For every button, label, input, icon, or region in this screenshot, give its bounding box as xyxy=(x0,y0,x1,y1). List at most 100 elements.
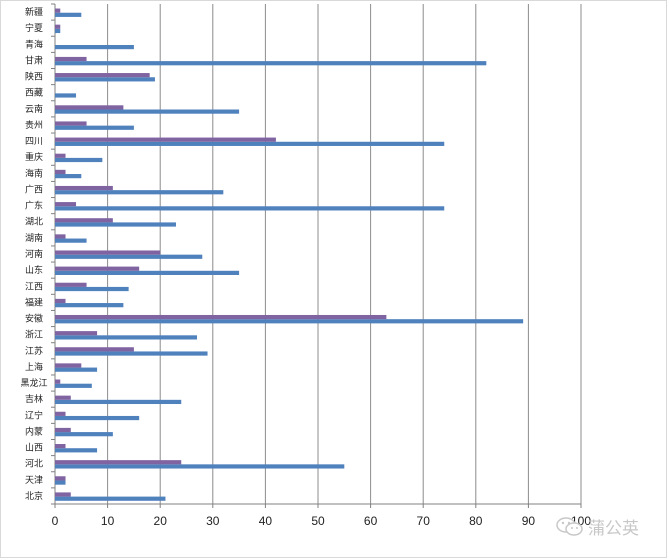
bar-series-purple xyxy=(55,137,276,142)
bar-series-purple xyxy=(55,314,387,320)
category-label: 重庆 xyxy=(25,151,43,163)
bar-series-purple xyxy=(55,121,87,126)
x-tick-label: 80 xyxy=(469,514,483,528)
bar-series-blue xyxy=(55,77,155,82)
bar-series-blue xyxy=(55,174,82,179)
category-label: 甘肃 xyxy=(25,54,43,66)
x-axis-ticks: 0 10 20 30 40 50 60 70 80 90 100 xyxy=(52,504,591,528)
category-label: 广西 xyxy=(25,183,43,195)
bar-series-blue xyxy=(55,125,134,130)
bar-series-blue xyxy=(55,109,240,114)
bar-series-purple xyxy=(55,476,66,481)
bar-series-blue xyxy=(55,93,77,98)
bar-series-purple xyxy=(55,202,77,207)
bar-series-purple xyxy=(55,427,71,433)
category-label: 天津 xyxy=(25,475,43,486)
bar-series-blue xyxy=(55,496,166,501)
category-label: 陕西 xyxy=(25,71,43,83)
bar-series-purple xyxy=(55,56,87,62)
bar-series-blue xyxy=(55,28,61,34)
bar-series-blue xyxy=(55,44,134,50)
category-label: 海南 xyxy=(25,167,43,179)
gridlines xyxy=(107,4,582,504)
bar-series-purple xyxy=(55,185,113,191)
x-tick-label: 90 xyxy=(522,514,536,528)
bar-series-blue xyxy=(55,432,113,437)
bar-series-blue xyxy=(55,254,203,259)
bar-series-blue xyxy=(55,61,487,66)
bar-series-blue xyxy=(55,399,182,405)
category-label: 青海 xyxy=(25,38,43,50)
bar-series-purple xyxy=(55,298,66,304)
x-tick-label: 10 xyxy=(101,514,115,528)
bar-series-purple xyxy=(55,234,66,239)
y-axis-ticks xyxy=(51,3,55,505)
bar-series-blue xyxy=(55,190,224,195)
bar-series-blue xyxy=(55,303,124,308)
category-label: 吉林 xyxy=(25,393,43,405)
x-tick-label: 0 xyxy=(52,514,59,528)
bar-series-blue xyxy=(55,415,140,421)
bar-series-blue xyxy=(55,335,198,340)
x-tick-label: 60 xyxy=(364,514,378,528)
category-label: 辽宁 xyxy=(25,409,43,421)
category-label: 上海 xyxy=(25,361,43,373)
category-label: 贵州 xyxy=(25,119,43,131)
bar-series-blue xyxy=(55,351,208,356)
bar-series-purple xyxy=(55,8,61,13)
bar-series-purple xyxy=(55,395,71,400)
bar-series-blue xyxy=(55,367,98,372)
bar-series-blue xyxy=(55,270,240,275)
bar-series-purple xyxy=(55,331,98,336)
category-label: 湖北 xyxy=(25,217,43,228)
watermark-text: 蒲公英 xyxy=(588,519,639,539)
category-label: 福建 xyxy=(25,296,43,308)
watermark: 蒲公英 xyxy=(556,514,639,539)
category-label: 山东 xyxy=(25,264,43,276)
bar-series-purple xyxy=(55,24,61,29)
category-label: 湖南 xyxy=(25,232,43,244)
bar-series-purple xyxy=(55,266,140,271)
category-label: 山西 xyxy=(25,443,43,454)
category-label: 广东 xyxy=(25,200,43,212)
bar-series-blue xyxy=(55,464,345,469)
category-label: 北京 xyxy=(25,490,43,502)
bar-series-purple xyxy=(55,492,71,497)
category-label: 新疆 xyxy=(25,6,43,18)
bar-series-purple xyxy=(55,153,66,158)
category-label: 浙江 xyxy=(25,329,43,341)
wechat-icon xyxy=(556,516,583,536)
category-label: 江西 xyxy=(25,281,43,292)
bar-series-purple xyxy=(55,363,82,368)
bar-series-blue xyxy=(55,12,82,17)
bar-series-blue xyxy=(55,222,176,227)
bar-series-purple xyxy=(55,379,61,384)
bar-series-purple xyxy=(55,73,150,78)
bar-series-blue xyxy=(55,157,103,163)
category-label: 黑龙江 xyxy=(20,377,47,389)
category-label: 江苏 xyxy=(25,345,43,357)
bars xyxy=(55,8,524,501)
x-tick-label: 20 xyxy=(154,514,168,528)
bar-series-purple xyxy=(55,169,66,175)
category-label: 宁夏 xyxy=(25,22,43,34)
x-tick-label: 70 xyxy=(417,514,431,528)
x-tick-label: 30 xyxy=(206,514,220,528)
bar-series-blue xyxy=(55,448,98,453)
bar-series-blue xyxy=(55,206,445,211)
bar-series-blue xyxy=(55,141,445,146)
bar-series-blue xyxy=(55,383,92,388)
bar-series-purple xyxy=(55,250,161,255)
bar-series-blue xyxy=(55,238,87,243)
bar-series-purple xyxy=(55,460,182,465)
category-label: 内蒙 xyxy=(25,425,43,437)
bar-series-purple xyxy=(55,105,124,110)
bar-series-blue xyxy=(55,480,66,485)
x-tick-label: 50 xyxy=(311,514,325,528)
bar-series-purple xyxy=(55,282,87,287)
x-tick-label: 40 xyxy=(259,514,273,528)
bar-series-purple xyxy=(55,218,113,223)
category-label: 四川 xyxy=(25,137,43,147)
